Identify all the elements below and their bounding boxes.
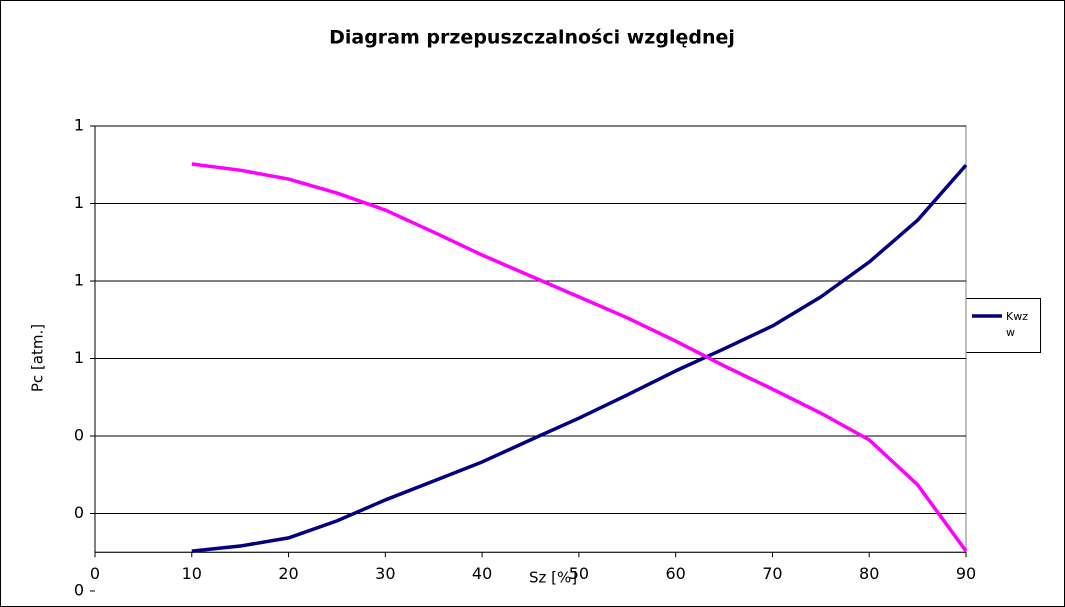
y-tick-label: 1 bbox=[74, 116, 84, 135]
plot-area bbox=[94, 125, 967, 553]
x-tick-label: 90 bbox=[956, 564, 976, 583]
series-line bbox=[191, 162, 968, 553]
chart-title: Diagram przepuszczalności względnej bbox=[329, 27, 735, 49]
x-tick-label: 50 bbox=[569, 564, 589, 583]
y-axis-label: Pc [atm.] bbox=[29, 324, 47, 392]
legend-label: Kwzw bbox=[1006, 310, 1028, 339]
x-tick-label: 60 bbox=[665, 564, 685, 583]
x-tick-label: 40 bbox=[472, 564, 492, 583]
y-tick-label: 1 bbox=[74, 271, 84, 290]
x-tick-label: 0 bbox=[90, 564, 100, 583]
x-axis-label: Sz [%] bbox=[529, 569, 577, 587]
series-line bbox=[191, 163, 968, 553]
y-tick-label: 1 bbox=[74, 348, 84, 367]
x-tick-label: 10 bbox=[182, 564, 202, 583]
x-tick-label: 20 bbox=[278, 564, 298, 583]
y-tick-label: 0 bbox=[74, 426, 84, 445]
legend-box bbox=[964, 298, 1041, 353]
y-tick-label: 1 bbox=[74, 193, 84, 212]
x-tick-label: 70 bbox=[762, 564, 782, 583]
x-tick-label: 80 bbox=[859, 564, 879, 583]
y-tick-label: 0 bbox=[74, 581, 84, 600]
y-tick-label: 0 bbox=[74, 503, 84, 522]
x-tick-label: 30 bbox=[375, 564, 395, 583]
